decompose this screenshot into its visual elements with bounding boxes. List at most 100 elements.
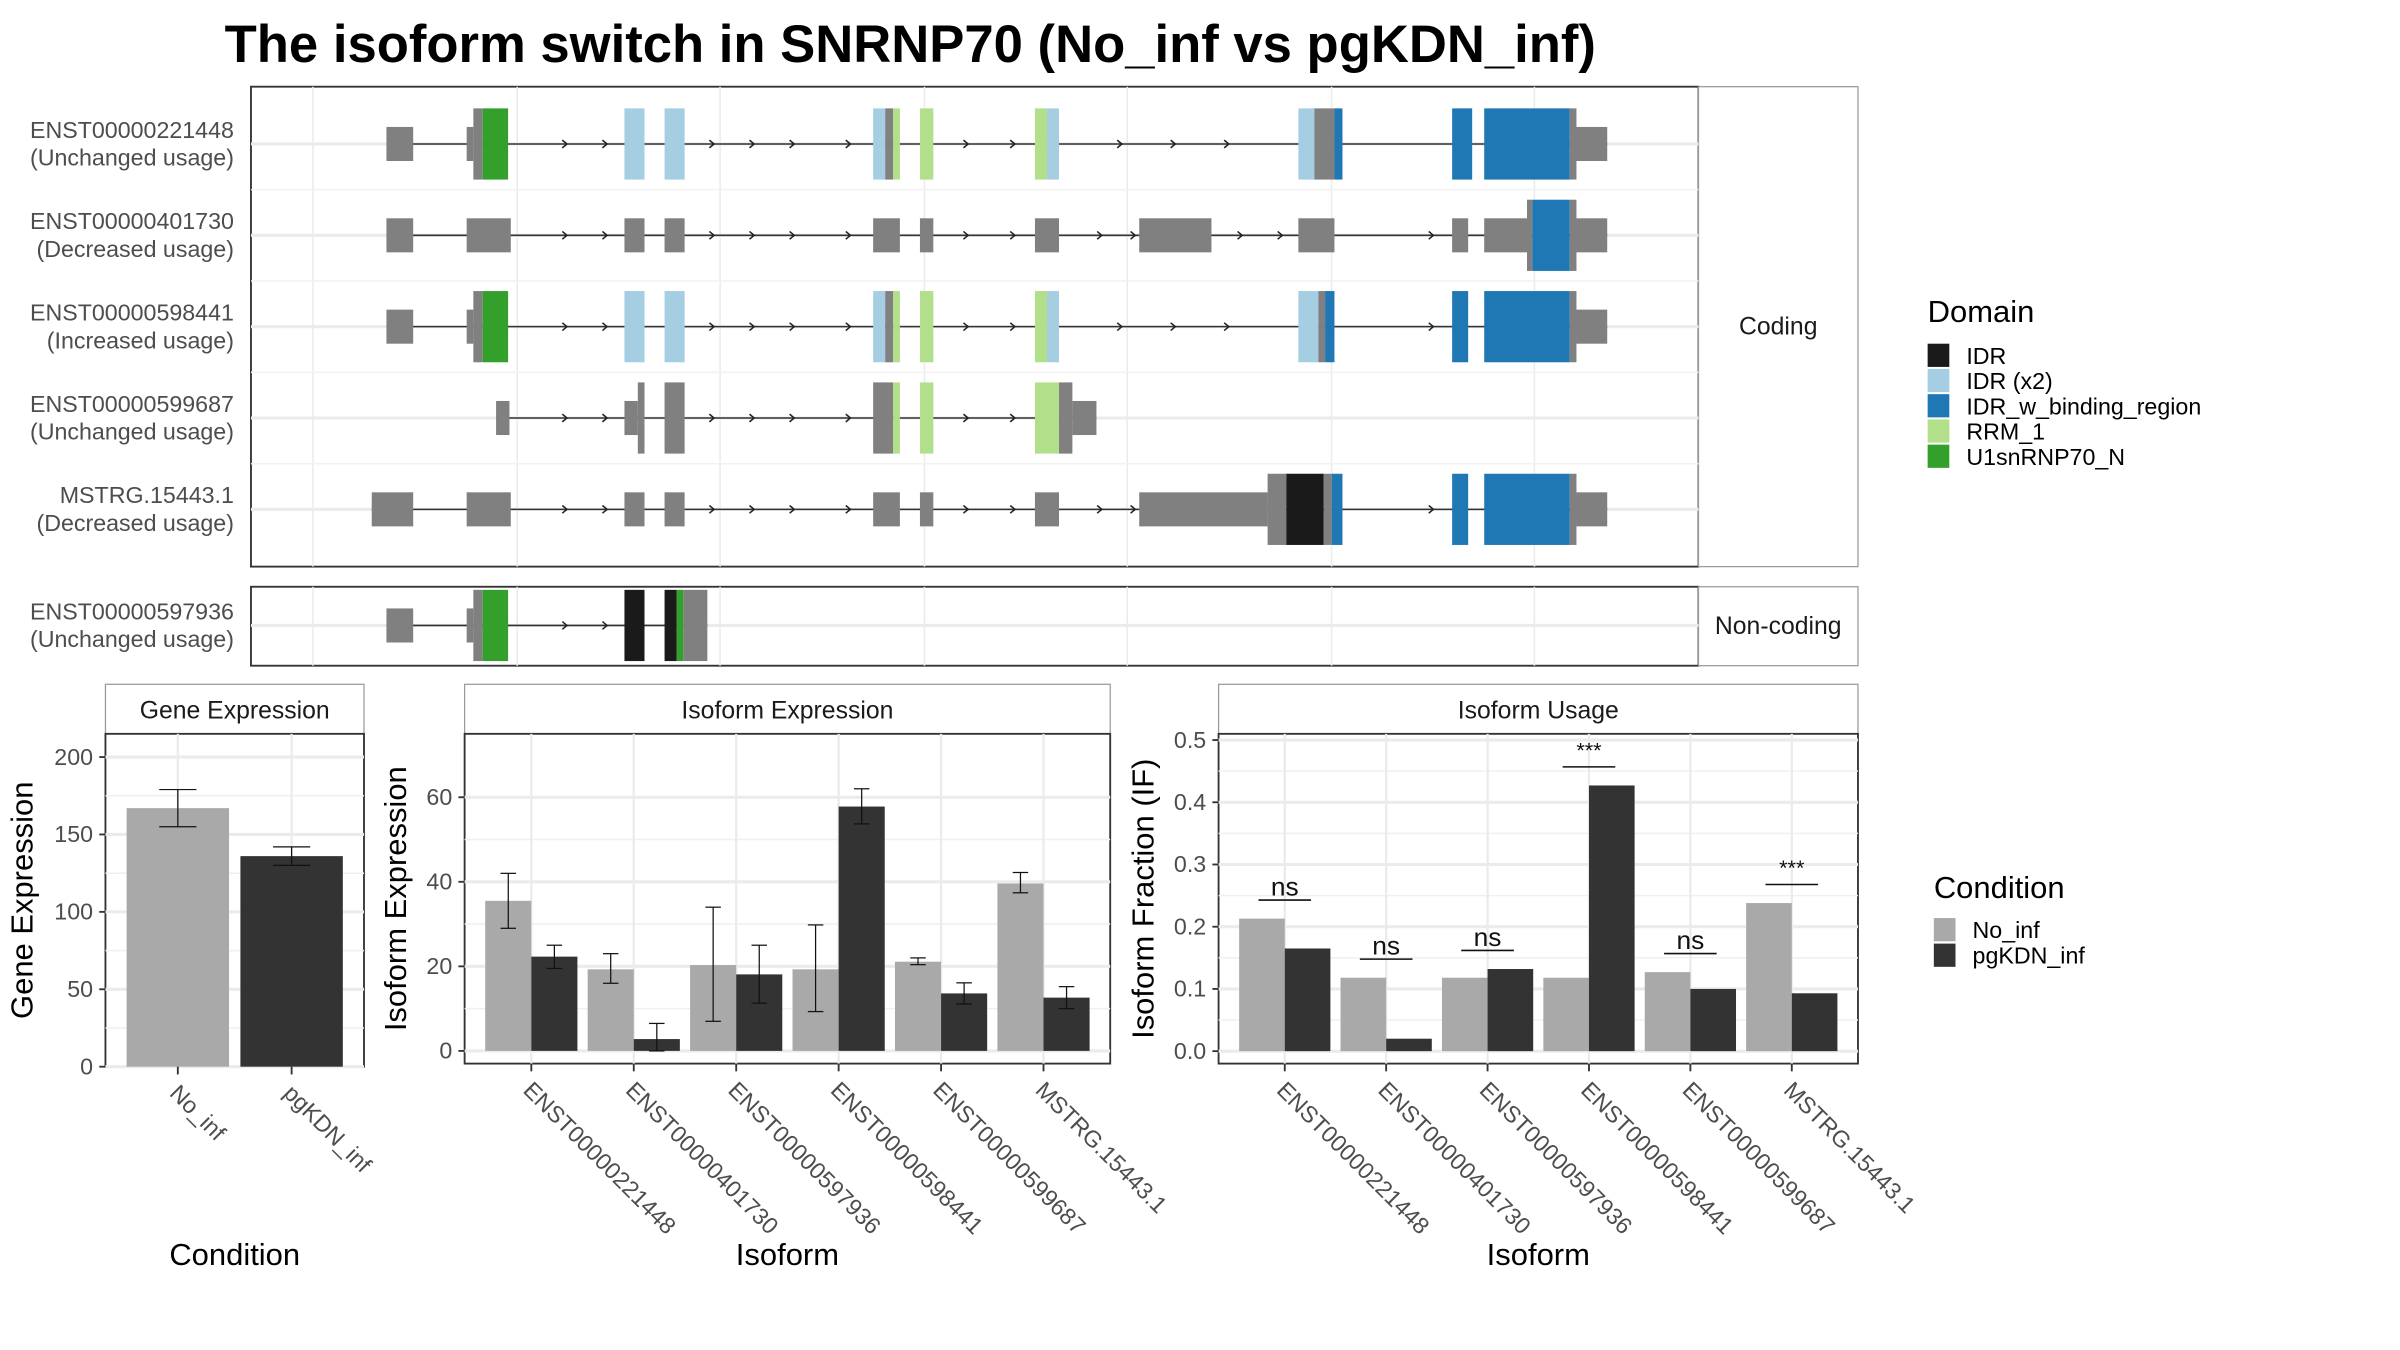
legend-swatch	[1933, 918, 1956, 942]
exon-rrm-1	[1034, 108, 1047, 180]
strand-arrow	[1223, 322, 1231, 332]
exon-utr	[1034, 492, 1060, 527]
strand-arrow	[1116, 139, 1124, 149]
facet-strip	[1697, 586, 1859, 667]
strand-arrow	[561, 322, 569, 332]
exon-idr-w-binding-region	[1484, 108, 1570, 180]
transcript-usage-label: (Decreased usage)	[36, 236, 233, 262]
bar	[1284, 948, 1331, 1052]
strand-arrow	[561, 504, 569, 514]
exon-utr	[466, 126, 474, 162]
bar	[1487, 969, 1534, 1052]
transcript-id-label: ENST00000599687	[30, 391, 234, 417]
exon-cds	[1569, 291, 1577, 363]
exon-cds	[473, 291, 483, 363]
exon-utr	[386, 309, 414, 344]
exon-utr	[496, 400, 510, 436]
y-axis-title: Isoform Expression	[378, 766, 413, 1031]
legend-swatch	[1933, 943, 1956, 967]
exon-utr	[1298, 218, 1335, 253]
strand-arrow	[1009, 230, 1017, 240]
strand-arrow	[789, 139, 796, 149]
strand-arrow	[749, 139, 756, 149]
exon-cds	[1569, 108, 1577, 180]
exon-cds	[664, 382, 685, 454]
y-axis-title: Gene Expression	[5, 782, 40, 1019]
strand-arrow	[708, 230, 716, 240]
y-tick-label: 0	[439, 1038, 452, 1064]
y-tick-label: 150	[54, 821, 93, 847]
exon-idr-w-binding-region	[1484, 473, 1570, 545]
exon-utr	[1576, 492, 1608, 527]
y-tick-label: 40	[426, 869, 452, 895]
x-axis-title: Isoform	[1487, 1237, 1590, 1272]
exon-idr-x2-	[664, 108, 685, 180]
chart-strip	[1217, 683, 1859, 735]
strand-arrow	[1116, 322, 1124, 332]
facet-label: Non-coding	[1715, 613, 1842, 640]
bar	[126, 808, 230, 1067]
exon-utr	[386, 126, 414, 162]
legend-label: IDR	[1966, 343, 2006, 369]
strand-arrow	[601, 230, 609, 240]
exon-cds	[885, 108, 894, 180]
strand-arrow	[1170, 322, 1177, 332]
exon-u1snrnp70-n	[482, 291, 509, 363]
exon-idr-x2-	[1046, 108, 1060, 180]
strand-arrow	[1170, 139, 1177, 149]
significance-label: ns	[1372, 931, 1400, 961]
legend-label: IDR (x2)	[1966, 368, 2052, 394]
strand-arrow	[1237, 230, 1244, 240]
exon-idr-x2-	[1298, 291, 1319, 363]
bar	[1588, 785, 1635, 1052]
legend-label: IDR_w_binding_region	[1966, 393, 2201, 419]
legend-label: pgKDN_inf	[1973, 943, 2086, 969]
exon-utr	[1484, 218, 1527, 253]
y-axis-title: Isoform Fraction (IF)	[1126, 759, 1161, 1039]
strand-arrow	[749, 413, 756, 423]
exon-idr-x2-	[624, 291, 645, 363]
strand-arrow	[1009, 139, 1017, 149]
exon-u1snrnp70-n	[482, 108, 509, 180]
strand-arrow	[789, 322, 796, 332]
y-tick-label: 0.5	[1174, 727, 1206, 753]
exon-rrm-1	[919, 382, 934, 454]
exon-idr-x2-	[664, 291, 685, 363]
exon-cds	[873, 382, 894, 454]
strand-arrow	[601, 504, 609, 514]
chart-title: Gene Expression	[140, 697, 330, 724]
legend-swatch	[1927, 419, 1950, 443]
exon-idr-w-binding-region	[1532, 199, 1570, 271]
strand-arrow	[845, 322, 852, 332]
exon-rrm-1	[893, 382, 900, 454]
strand-arrow	[962, 322, 970, 332]
strand-arrow	[708, 322, 716, 332]
exon-idr-w-binding-region	[1452, 473, 1469, 545]
legend-swatch	[1927, 394, 1950, 418]
exon-utr	[873, 492, 900, 527]
y-tick-label: 200	[54, 744, 93, 770]
exon-utr	[919, 492, 934, 527]
strand-arrow	[845, 504, 852, 514]
bar	[997, 883, 1044, 1051]
legend-swatch	[1927, 444, 1950, 468]
strand-arrow	[561, 139, 569, 149]
exon-u1snrnp70-n	[482, 589, 509, 662]
y-tick-label: 100	[54, 899, 93, 925]
exon-utr	[624, 492, 645, 527]
bar	[1746, 903, 1792, 1052]
strand-arrow	[708, 139, 716, 149]
x-axis-title: Condition	[169, 1237, 300, 1272]
exon-idr-x2-	[1298, 108, 1315, 180]
gene-expression-chart: Gene Expression 0 50 100 150 200 No_inf pgKDN_i…	[5, 683, 377, 1272]
exon-idr-w-binding-region	[1334, 108, 1343, 180]
exon-cds	[1323, 473, 1332, 545]
chart-strip	[464, 683, 1111, 735]
y-tick-label: 60	[426, 784, 452, 810]
legend-swatch	[1927, 368, 1950, 393]
exon-cds	[1526, 199, 1533, 271]
chart-title: Isoform Usage	[1458, 697, 1619, 724]
exon-rrm-1	[893, 108, 900, 180]
strand-arrow	[749, 230, 756, 240]
